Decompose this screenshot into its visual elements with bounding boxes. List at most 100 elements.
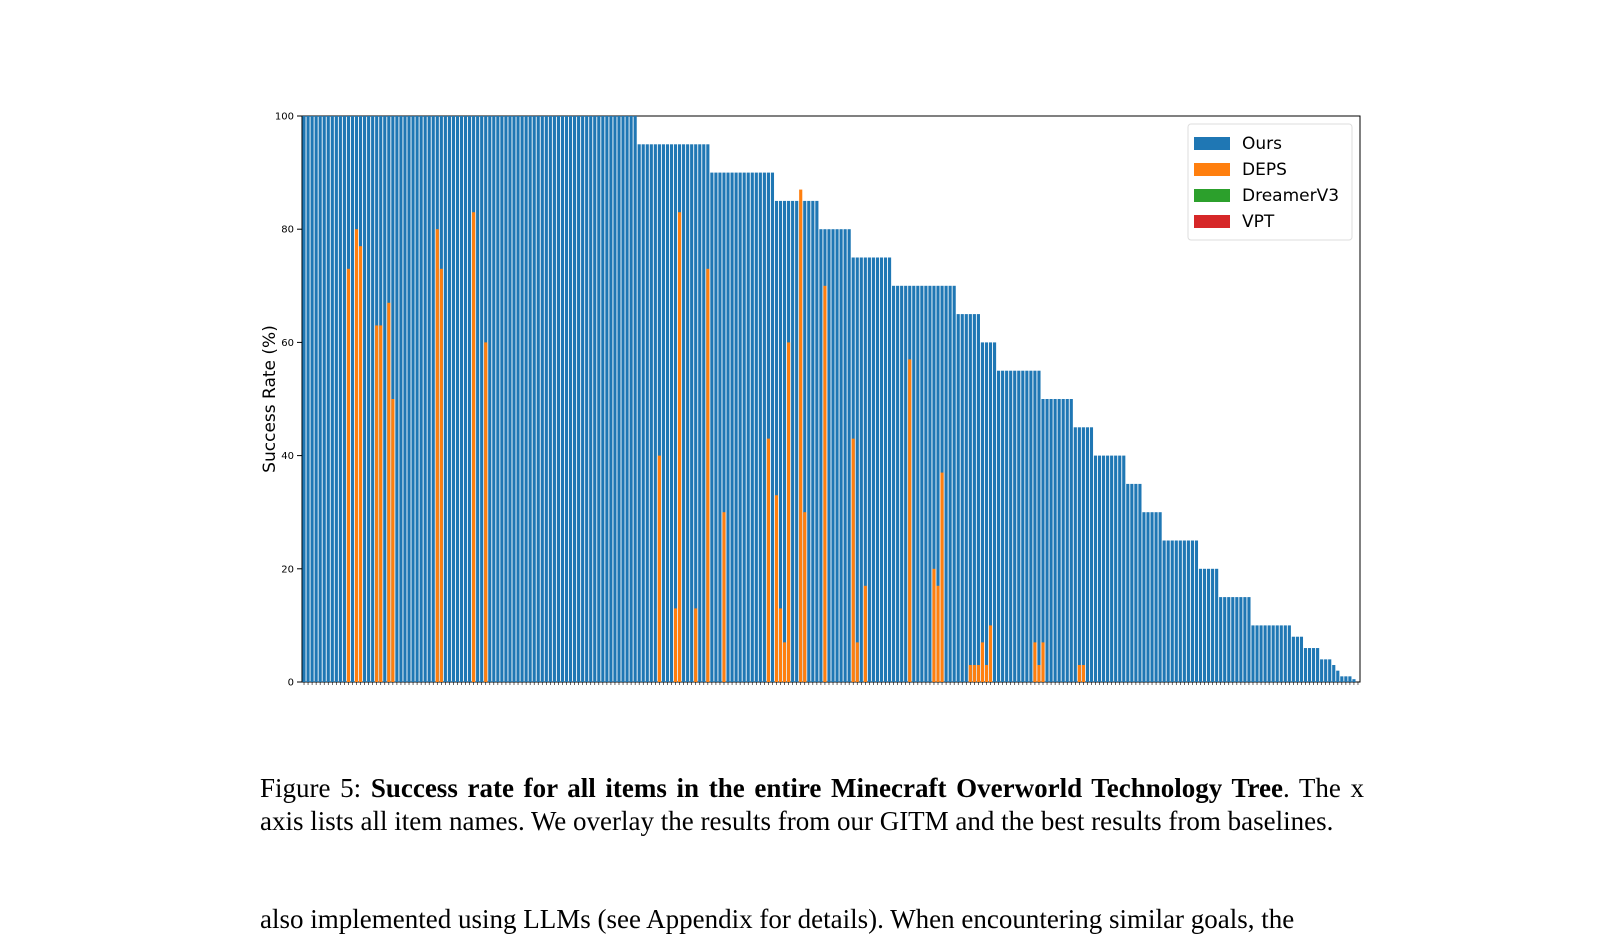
- bar-ours: [1174, 540, 1178, 682]
- bar-ours: [613, 116, 617, 682]
- bar-ours: [597, 116, 601, 682]
- bar-deps: [1041, 642, 1045, 682]
- bar-deps: [976, 665, 980, 682]
- bar-deps: [484, 342, 488, 682]
- bar-ours: [334, 116, 338, 682]
- bar-ours: [1089, 427, 1094, 682]
- bar-ours: [306, 116, 310, 682]
- bar-ours: [803, 200, 807, 682]
- bar-ours: [1311, 648, 1316, 682]
- bar-ours: [641, 144, 645, 683]
- bar-ours: [1093, 455, 1098, 682]
- bar-ours: [1279, 625, 1283, 682]
- bar-ours: [395, 116, 399, 682]
- bar-ours: [762, 172, 766, 682]
- bar-ours: [1198, 568, 1203, 682]
- bar-ours: [1299, 636, 1304, 682]
- bar-ours: [1255, 625, 1259, 682]
- bar-ours: [839, 229, 843, 682]
- bar-ours: [504, 116, 508, 682]
- bar-ours: [686, 144, 690, 683]
- bar-deps: [673, 608, 678, 682]
- bar-ours: [1049, 399, 1053, 682]
- bar-ours: [633, 116, 637, 682]
- bar-ours: [734, 172, 738, 682]
- bar-ours: [892, 285, 896, 682]
- bar-ours: [948, 285, 952, 682]
- bar-ours: [302, 116, 306, 682]
- bar-ours: [746, 172, 750, 682]
- bar-ours: [532, 116, 536, 682]
- bar-ours: [363, 116, 367, 682]
- bar-ours: [682, 144, 686, 683]
- bar-deps: [379, 325, 383, 682]
- bar-ours: [645, 144, 649, 683]
- bar-ours: [1033, 370, 1037, 682]
- bar-ours: [742, 172, 746, 682]
- bar-ours: [621, 116, 625, 682]
- bar-ours: [843, 229, 847, 682]
- bar-ours: [593, 116, 597, 682]
- bar-ours: [718, 172, 722, 682]
- bar-ours: [1332, 665, 1336, 682]
- bar-ours: [980, 342, 985, 682]
- bar-ours: [383, 116, 387, 682]
- bar-ours: [1239, 597, 1243, 682]
- bar-ours: [900, 285, 904, 682]
- legend-label-vpt: VPT: [1242, 212, 1275, 232]
- bar-ours: [774, 200, 779, 682]
- bar-ours: [528, 116, 532, 682]
- bar-ours: [1081, 427, 1085, 682]
- bar-ours: [1186, 540, 1190, 682]
- bar-ours: [617, 116, 621, 682]
- bar-ours: [443, 116, 447, 682]
- bar-ours: [673, 144, 678, 683]
- bar-ours: [427, 116, 431, 682]
- bar-ours: [431, 116, 435, 682]
- bar-ours: [1085, 427, 1089, 682]
- y-axis-label: Success Rate (%): [260, 325, 280, 473]
- y-axis: 0 20 40 60 80 100: [275, 112, 302, 689]
- bar-ours: [1227, 597, 1231, 682]
- legend-label-deps: DEPS: [1242, 160, 1287, 180]
- bar-ours: [419, 116, 423, 682]
- bar-ours: [536, 116, 540, 682]
- bar-ours: [1340, 676, 1344, 682]
- bar-deps: [782, 642, 787, 682]
- bar-ours: [661, 144, 665, 683]
- legend-box: [1187, 123, 1353, 241]
- bar-deps: [346, 268, 351, 682]
- bar-ours: [1307, 648, 1312, 682]
- y-tick-label: 40: [281, 451, 294, 462]
- bar-ours: [1348, 676, 1352, 682]
- bar-ours: [330, 116, 334, 682]
- legend-swatch-dreamerv3: [1194, 189, 1230, 202]
- bar-ours: [754, 172, 758, 682]
- bar-ours: [1110, 455, 1114, 682]
- legend-label-ours: Ours: [1242, 134, 1282, 154]
- bar-ours: [496, 116, 500, 682]
- bar-ours: [314, 116, 318, 682]
- bar-ours: [1097, 455, 1102, 682]
- bar-ours: [1118, 455, 1122, 682]
- bar-ours: [791, 200, 795, 682]
- bar-ours: [936, 285, 940, 682]
- bar-ours: [1231, 597, 1235, 682]
- bar-deps: [722, 512, 726, 682]
- bar-ours: [1328, 659, 1332, 682]
- bar-ours: [1102, 455, 1106, 682]
- bar-ours: [698, 144, 702, 683]
- bar-ours: [407, 116, 411, 682]
- bar-ours: [492, 116, 496, 682]
- bar-deps: [855, 642, 859, 682]
- bar-ours: [1021, 370, 1025, 682]
- bar-ours: [1320, 659, 1324, 682]
- bar-ours: [819, 229, 823, 682]
- bar-ours: [1025, 370, 1029, 682]
- bar-deps: [1037, 665, 1041, 682]
- bar-ours: [1206, 568, 1211, 682]
- bar-ours: [964, 314, 968, 682]
- body-paragraph: also implemented using LLMs (see Appendi…: [260, 904, 1295, 934]
- bar-ours: [1073, 427, 1077, 682]
- bar-ours: [601, 116, 605, 682]
